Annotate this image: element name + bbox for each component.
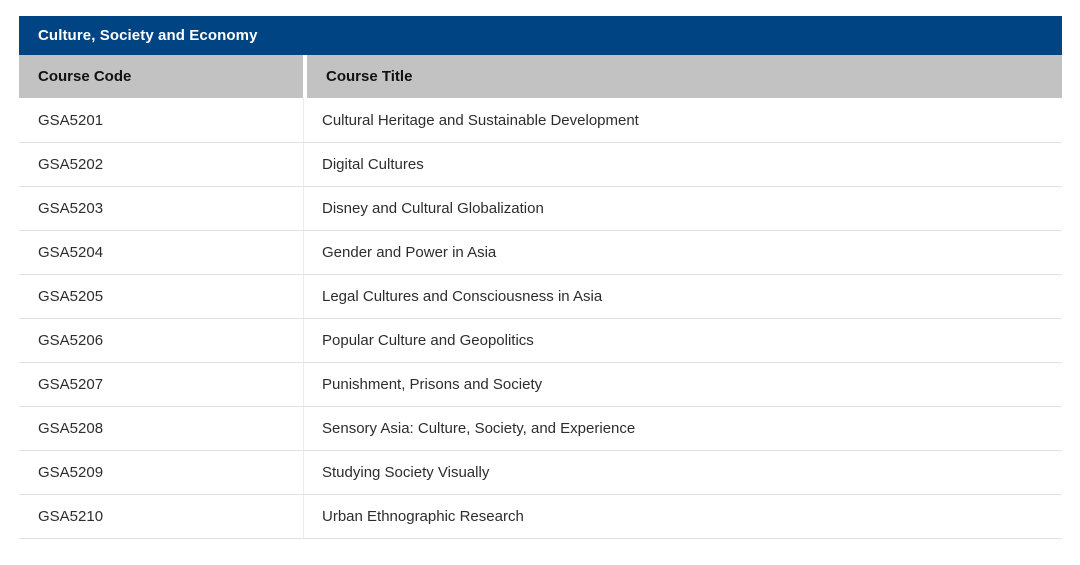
course-code-cell: GSA5202	[38, 156, 104, 173]
table-row: GSA5207 Punishment, Prisons and Society	[19, 362, 1062, 406]
course-title-cell: Studying Society Visually	[303, 451, 1062, 494]
table-title: Culture, Society and Economy	[38, 27, 258, 44]
course-code-cell: GSA5209	[38, 464, 104, 481]
course-title-cell: Urban Ethnographic Research	[303, 495, 1062, 538]
table-header-row: Course Code Course Title	[19, 55, 1062, 98]
column-divider	[303, 55, 307, 98]
course-title-cell: Gender and Power in Asia	[303, 231, 1062, 274]
course-title-cell: Digital Cultures	[303, 143, 1062, 186]
course-code-cell: GSA5204	[38, 244, 104, 261]
course-code-cell: GSA5208	[38, 420, 104, 437]
course-code-cell: GSA5210	[38, 508, 104, 525]
course-code-cell: GSA5203	[38, 200, 104, 217]
table-title-bar: Culture, Society and Economy	[19, 16, 1062, 55]
course-code-cell: GSA5206	[38, 332, 104, 349]
course-code-cell: GSA5207	[38, 376, 104, 393]
course-code-cell: GSA5205	[38, 288, 104, 305]
column-header-course-code: Course Code	[19, 55, 303, 98]
course-title-cell: Punishment, Prisons and Society	[303, 363, 1062, 406]
course-title-cell: Popular Culture and Geopolitics	[303, 319, 1062, 362]
course-table: Culture, Society and Economy Course Code…	[19, 16, 1062, 539]
course-title-cell: Cultural Heritage and Sustainable Develo…	[303, 98, 1062, 142]
course-title-cell: Sensory Asia: Culture, Society, and Expe…	[303, 407, 1062, 450]
table-body: GSA5201 Cultural Heritage and Sustainabl…	[19, 98, 1062, 539]
course-title-cell: Disney and Cultural Globalization	[303, 187, 1062, 230]
table-row: GSA5203 Disney and Cultural Globalizatio…	[19, 186, 1062, 230]
table-row: GSA5210 Urban Ethnographic Research	[19, 494, 1062, 538]
table-row: GSA5204 Gender and Power in Asia	[19, 230, 1062, 274]
table-row: GSA5209 Studying Society Visually	[19, 450, 1062, 494]
table-row: GSA5205 Legal Cultures and Consciousness…	[19, 274, 1062, 318]
column-header-course-title: Course Title	[307, 55, 1062, 98]
table-row: GSA5202 Digital Cultures	[19, 142, 1062, 186]
table-row: GSA5206 Popular Culture and Geopolitics	[19, 318, 1062, 362]
course-code-cell: GSA5201	[38, 111, 104, 129]
course-title-cell: Legal Cultures and Consciousness in Asia	[303, 275, 1062, 318]
table-row: GSA5201 Cultural Heritage and Sustainabl…	[19, 98, 1062, 142]
table-row: GSA5208 Sensory Asia: Culture, Society, …	[19, 406, 1062, 450]
